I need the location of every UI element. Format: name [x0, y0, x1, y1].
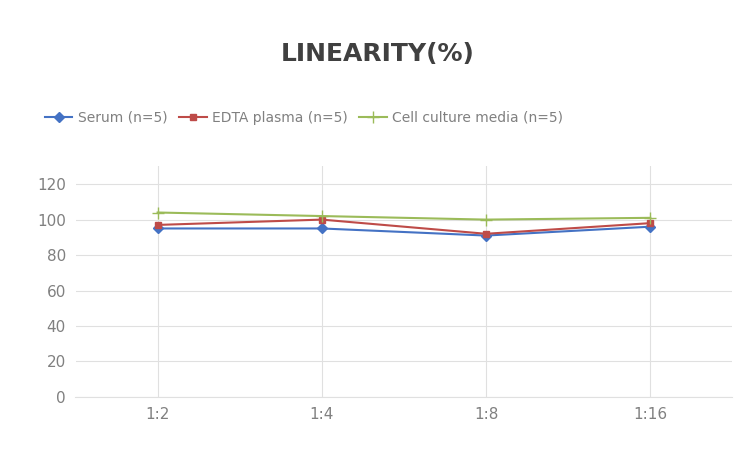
Serum (n=5) — [153, 226, 162, 231]
Cell culture media (n=5) — [646, 215, 655, 221]
Serum (n=5) — [317, 226, 326, 231]
Legend: Serum (n=5), EDTA plasma (n=5), Cell culture media (n=5): Serum (n=5), EDTA plasma (n=5), Cell cul… — [45, 110, 563, 124]
Line: EDTA plasma (n=5): EDTA plasma (n=5) — [154, 216, 654, 237]
Serum (n=5) — [646, 224, 655, 230]
EDTA plasma (n=5) — [153, 222, 162, 228]
Cell culture media (n=5) — [482, 217, 491, 222]
EDTA plasma (n=5) — [646, 221, 655, 226]
Serum (n=5) — [482, 233, 491, 238]
Cell culture media (n=5) — [317, 213, 326, 219]
Line: Cell culture media (n=5): Cell culture media (n=5) — [152, 207, 656, 225]
EDTA plasma (n=5) — [482, 231, 491, 236]
Cell culture media (n=5) — [153, 210, 162, 215]
Text: LINEARITY(%): LINEARITY(%) — [281, 42, 474, 66]
EDTA plasma (n=5) — [317, 217, 326, 222]
Line: Serum (n=5): Serum (n=5) — [154, 223, 654, 239]
